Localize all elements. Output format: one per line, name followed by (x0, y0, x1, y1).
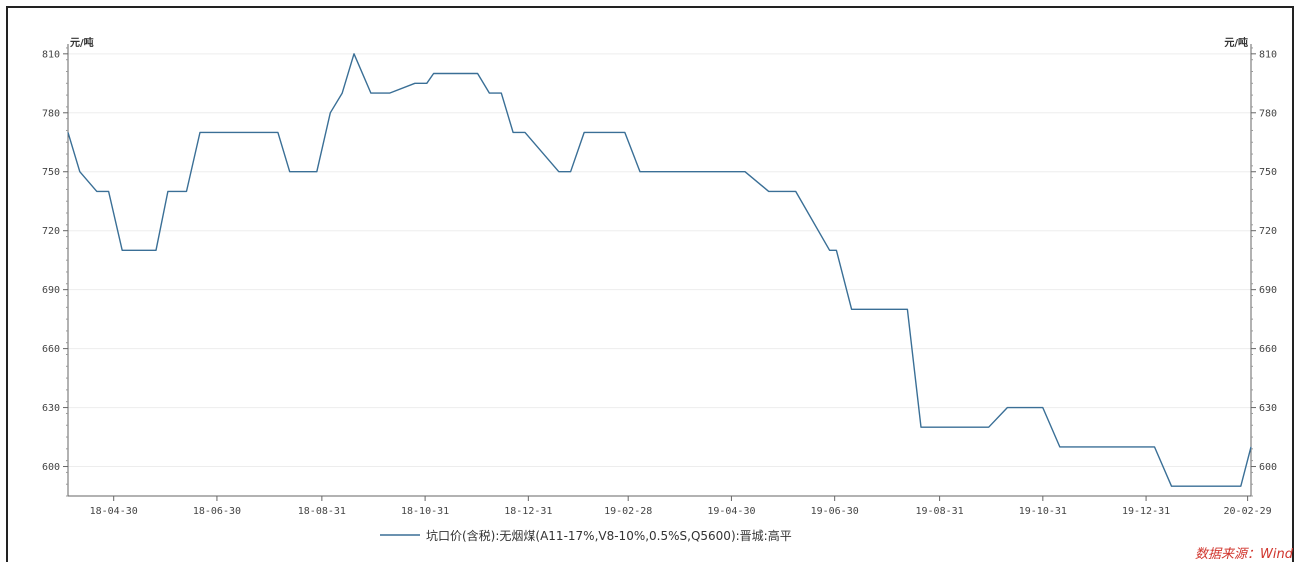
y-tick-label-right: 750 (1259, 167, 1277, 178)
y-tick-label-right: 780 (1259, 108, 1277, 119)
y-tick-label-left: 750 (42, 167, 60, 178)
x-tick-label: 19-10-31 (1019, 506, 1067, 517)
x-tick-label: 18-04-30 (90, 506, 138, 517)
y-tick-label-left: 720 (42, 226, 60, 237)
y-tick-label-left: 660 (42, 344, 60, 355)
y-unit-right: 元/吨 (1224, 36, 1248, 49)
x-axis-ticks: 18-04-30 18-06-30 18-08-31 18-10-31 18-12-31… (90, 496, 1272, 517)
y-tick-label-left: 600 (42, 462, 60, 473)
series-line (67, 53, 1252, 487)
y-tick-label-left: 630 (42, 403, 60, 414)
y-axis-ticks: 600 600 630 630 660 660 690 690 720 720 750 750 780 7… (42, 47, 1277, 497)
y-unit-left: 元/吨 (70, 36, 94, 49)
x-tick-label: 19-06-30 (811, 506, 859, 517)
x-tick-label: 18-06-30 (193, 506, 241, 517)
x-tick-label: 19-12-31 (1122, 506, 1170, 517)
y-tick-label-right: 600 (1259, 462, 1277, 473)
series-group (67, 53, 1252, 487)
x-tick-label: 18-10-31 (401, 506, 449, 517)
x-tick-label: 20-02-29 (1224, 506, 1272, 517)
y-tick-label-right: 720 (1259, 226, 1277, 237)
x-tick-label: 18-08-31 (298, 506, 346, 517)
x-tick-label: 18-12-31 (504, 506, 552, 517)
y-tick-label-right: 810 (1259, 49, 1277, 60)
data-source-label: 数据来源：Wind (1195, 547, 1294, 562)
y-tick-label-right: 690 (1259, 285, 1277, 296)
y-tick-label-left: 690 (42, 285, 60, 296)
y-tick-label-right: 660 (1259, 344, 1277, 355)
y-tick-label-left: 780 (42, 108, 60, 119)
legend-label: 坑口价(含税):无烟煤(A11-17%,V8-10%,0.5%S,Q5600):… (426, 528, 792, 543)
gridlines (68, 53, 1251, 468)
x-tick-label: 19-04-30 (707, 506, 755, 517)
plot-area (68, 44, 1251, 496)
y-tick-label-left: 810 (42, 49, 60, 60)
chart-frame (6, 6, 1294, 562)
x-tick-label: 19-08-31 (916, 506, 964, 517)
y-tick-label-right: 630 (1259, 403, 1277, 414)
x-tick-label: 19-02-28 (604, 506, 652, 517)
